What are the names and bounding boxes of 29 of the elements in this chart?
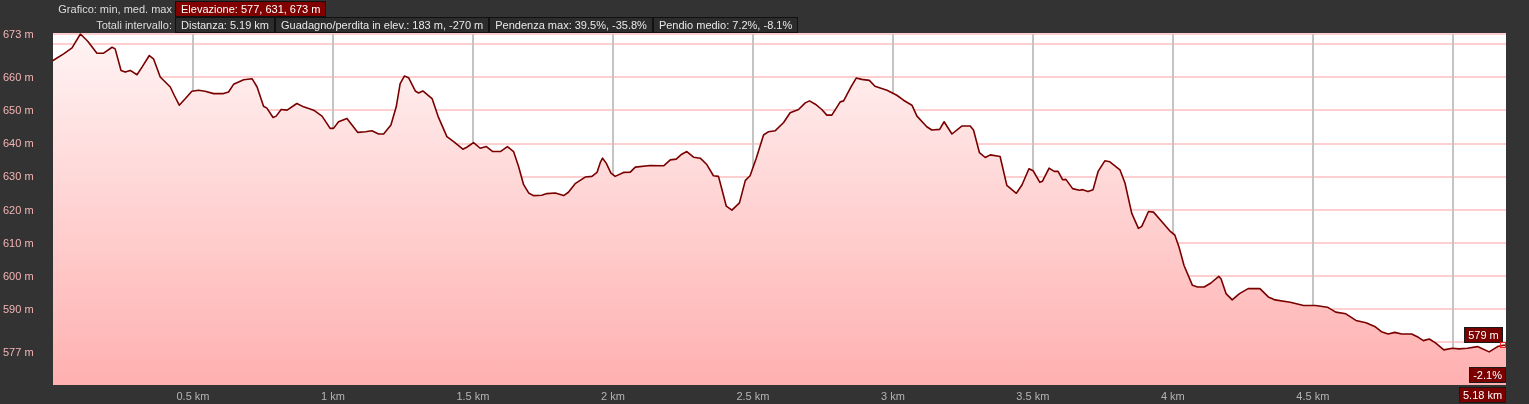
text: 5.18 km [1459,387,1507,403]
text: Grafico: min, med. max [57,2,173,17]
y-tick-label: 660 m [3,71,34,84]
y-tick-label: 650 m [3,104,34,117]
x-tick-label: 4 km [1160,389,1185,402]
x-tick-label: 1.5 km [456,389,490,402]
text: Elevazione: 577, 631, 673 m [175,1,327,17]
y-tick-label: 640 m [3,137,34,150]
x-tick-label: 1 km [321,389,345,402]
text: Distanza: 5.19 km [175,17,276,33]
annotation: 579 m [1464,327,1503,344]
y-tick-label: 610 m [3,236,34,249]
text: Guadagno/perdita in elev.: 183 m, -270 m [275,17,490,33]
y-tick-label: 673 m [3,28,34,40]
x-tick-label: 3.5 km [1016,389,1050,402]
text: Totali intervallo: [96,19,172,31]
x-tick-label: 4.5 km [1296,389,1330,402]
text: Pendio medio: 7.2%, -8.1% [652,17,799,33]
x-tick-label: 2.5 km [736,389,770,402]
x-tick-label: 2 km [601,389,625,402]
y-tick-label: 630 m [3,170,34,183]
text: Pendenza max: 39.5%, -35.8% [489,17,653,33]
y-tick-label: 600 m [3,269,34,282]
y-tick-label: 620 m [3,203,34,216]
x-tick-label: 0.5 km [176,389,210,402]
x-tick-label: 3 km [880,389,905,402]
y-tick-label: 577 m [3,345,34,358]
y-tick-label: 590 m [3,302,34,315]
annotation: -2.1% [1469,367,1506,383]
